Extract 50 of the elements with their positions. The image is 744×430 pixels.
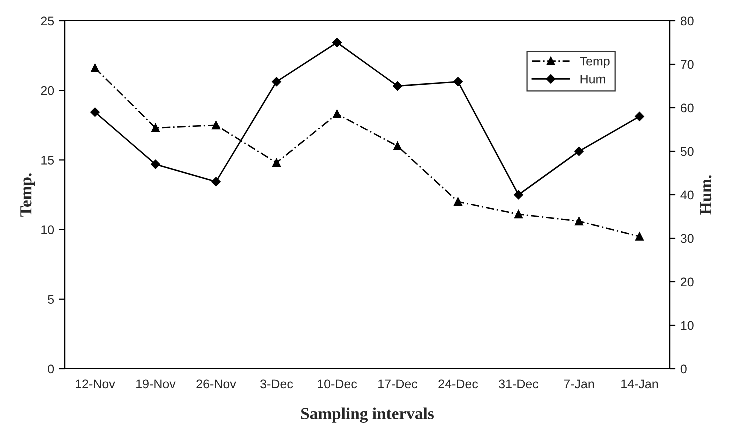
x-tick-label: 14-Jan bbox=[622, 380, 658, 389]
point bbox=[212, 177, 221, 187]
point bbox=[333, 110, 342, 118]
y-tick-label: 0 bbox=[48, 364, 54, 374]
y-tick-label: 20 bbox=[41, 86, 54, 96]
x-tick-label: 3-Dec bbox=[260, 380, 294, 389]
point bbox=[636, 232, 644, 241]
point bbox=[91, 64, 100, 72]
legend-label: Hum bbox=[580, 74, 606, 84]
point bbox=[152, 124, 160, 132]
point bbox=[575, 217, 584, 226]
x-tick-label: 12-Nov bbox=[76, 380, 116, 389]
y2-axis-title: Hum. bbox=[700, 176, 712, 215]
y2-tick-label: 70 bbox=[681, 60, 694, 70]
y-tick-label: 15 bbox=[42, 156, 54, 165]
y2-tick-label: 20 bbox=[681, 278, 694, 287]
y-tick-label: 25 bbox=[41, 16, 54, 26]
y2-tick-label: 0 bbox=[680, 364, 687, 374]
y2-tick-label: 30 bbox=[680, 234, 694, 244]
x-tick-label: 10-Dec bbox=[318, 380, 358, 389]
x-tick-label: 24-Dec bbox=[438, 380, 478, 389]
y2-tick-label: 40 bbox=[680, 190, 694, 200]
y-tick-label: 5 bbox=[48, 295, 54, 304]
y-tick-label: 10 bbox=[42, 226, 54, 234]
point bbox=[514, 190, 524, 200]
point bbox=[454, 77, 463, 87]
y2-tick-label: 10 bbox=[681, 321, 694, 330]
point bbox=[332, 38, 342, 48]
point bbox=[90, 108, 100, 117]
y2-tick-label: 60 bbox=[681, 104, 694, 113]
point bbox=[454, 198, 462, 206]
point bbox=[212, 121, 220, 130]
point bbox=[635, 112, 644, 122]
x-tick-label: 19-Nov bbox=[136, 380, 176, 389]
x-tick-label: 17-Dec bbox=[378, 380, 418, 389]
x-tick-label: 31-Dec bbox=[499, 380, 539, 389]
point bbox=[394, 142, 402, 150]
x-axis-title: Sampling intervals bbox=[301, 408, 434, 423]
point bbox=[574, 146, 584, 156]
point bbox=[151, 160, 160, 170]
y2-tick-label: 80 bbox=[680, 16, 694, 26]
x-tick-label: 7-Jan bbox=[564, 380, 594, 389]
y2-tick-label: 50 bbox=[680, 147, 694, 156]
x-tick-label: 26-Nov bbox=[196, 380, 236, 389]
y-axis-title: Temp. bbox=[20, 174, 36, 217]
point bbox=[393, 82, 402, 91]
point bbox=[272, 158, 281, 168]
point bbox=[272, 77, 282, 87]
point bbox=[514, 210, 523, 219]
legend-label: Temp bbox=[580, 57, 610, 68]
